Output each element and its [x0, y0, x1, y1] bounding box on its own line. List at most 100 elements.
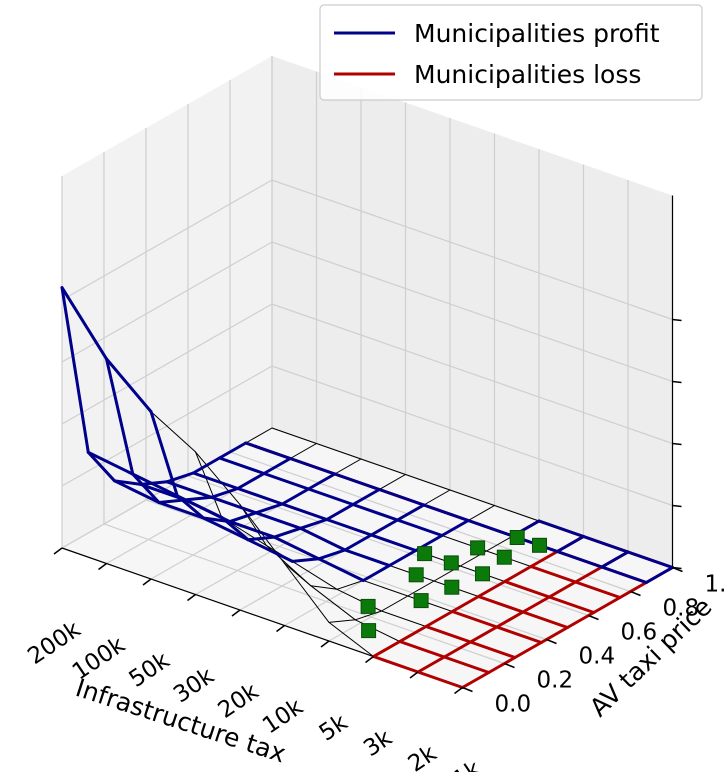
profit-wire-segment: [105, 357, 135, 476]
loss-wire-segment: [424, 610, 454, 628]
profit-wire-segment: [165, 480, 213, 499]
loss-wire-segment: [566, 611, 596, 629]
profit-wire-segment: [317, 557, 365, 582]
loss-wire-segment: [618, 581, 648, 599]
profit-wire-segment: [236, 487, 284, 506]
marker: [413, 593, 429, 609]
marker: [408, 567, 424, 583]
y-tick-label: 1.0: [705, 572, 728, 598]
profit-wire-segment: [244, 441, 292, 460]
profit-wire-segment: [333, 472, 381, 491]
surface-mesh-line: [245, 427, 273, 444]
surface-mesh-line: [486, 535, 514, 552]
z-tick-mark: [672, 380, 682, 384]
loss-wire-segment: [469, 640, 517, 659]
y-tick-mark: [546, 638, 557, 645]
surface-mesh-line: [328, 621, 374, 657]
legend: Municipalities profit Municipalities los…: [319, 4, 703, 101]
profit-wire-segment: [307, 472, 337, 491]
profit-wire-segment: [191, 456, 221, 475]
y-tick-label: 0.2: [537, 668, 574, 694]
x-tick-label: 50k: [125, 647, 175, 693]
profit-wire-segment: [317, 548, 347, 561]
x-tick-label: 30k: [169, 663, 219, 709]
loss-wire-segment: [477, 595, 525, 614]
x-tick-mark: [276, 624, 285, 633]
z-tick-mark: [672, 442, 682, 446]
legend-label-loss: Municipalities loss: [414, 60, 641, 89]
surface-mesh-line: [310, 585, 338, 590]
profit-wire-segment: [60, 286, 90, 454]
loss-wire-segment: [495, 625, 543, 644]
loss-wire-segment: [398, 640, 446, 659]
surface-mesh-line: [360, 458, 406, 475]
legend-label-profit: Municipalities profit: [414, 19, 660, 48]
surface-mesh-line: [316, 443, 362, 460]
loss-wire-segment: [503, 565, 533, 583]
loss-wire-segment: [424, 625, 472, 644]
surface-mesh-line: [467, 505, 495, 521]
loss-wire-segment: [574, 565, 604, 584]
profit-wire-segment: [228, 511, 258, 524]
marker: [443, 555, 459, 571]
loss-wire-segment: [372, 655, 420, 674]
profit-wire-segment: [113, 479, 161, 504]
surface-mesh-line: [310, 585, 356, 621]
profit-wire-segment: [272, 535, 321, 561]
y-tick-mark: [462, 686, 473, 693]
loss-wire-segment: [416, 670, 464, 689]
profit-wire-segment: [191, 471, 240, 490]
profit-wire-segment: [228, 520, 276, 539]
profit-wire-segment: [183, 495, 213, 502]
profit-wire-segment: [288, 457, 337, 476]
loss-wire-segment: [521, 595, 551, 614]
profit-wire-segment: [343, 533, 373, 552]
surface-mesh-line: [381, 610, 427, 627]
surface-mesh-line: [271, 427, 317, 444]
x-tick-mark: [409, 671, 419, 679]
profit-wire-segment: [210, 487, 240, 499]
profit-wire-segment: [422, 503, 470, 522]
loss-wire-segment: [398, 625, 428, 643]
marker: [417, 546, 433, 562]
surface-mesh-line: [292, 560, 338, 590]
y-tick-label: 0.4: [579, 644, 616, 670]
profit-wire-segment: [280, 487, 310, 506]
x-tick-label: 3k: [359, 725, 397, 763]
surface-mesh-line: [195, 451, 223, 518]
surface-mesh-line: [381, 595, 409, 612]
profit-wire-segment: [299, 526, 347, 552]
profit-wire-segment: [466, 519, 515, 538]
profit-wire-segment: [131, 472, 161, 504]
loss-wire-segment: [450, 610, 499, 629]
profit-wire-segment: [202, 516, 250, 542]
x-tick-mark: [53, 547, 63, 555]
profit-wire-segment: [272, 526, 302, 539]
loss-wire-segment: [442, 640, 472, 659]
profit-wire-segment: [149, 410, 179, 498]
marker: [532, 537, 547, 553]
loss-wire-segment: [469, 625, 499, 644]
profit-wire-segment: [218, 441, 248, 460]
loss-wire-segment: [547, 595, 596, 614]
gridline-z: [61, 241, 673, 383]
profit-wire-segment: [626, 550, 674, 569]
x-tick-mark: [231, 609, 241, 617]
surface-mesh-line: [334, 458, 362, 475]
profit-wire-segment: [280, 502, 329, 521]
profit-wire-segment: [644, 566, 674, 584]
x-tick-label: 20k: [214, 678, 264, 724]
loss-wire-segment: [503, 580, 551, 599]
marker: [360, 598, 376, 614]
marker: [361, 623, 377, 639]
profit-wire-segment: [307, 487, 355, 506]
profit-wire-segment: [105, 357, 153, 414]
x-tick-mark: [142, 578, 152, 586]
loss-wire-segment: [487, 656, 517, 674]
profit-wire-segment: [246, 538, 294, 563]
y-tick-label: 0.0: [495, 692, 532, 718]
profit-wire-segment: [86, 450, 116, 483]
loss-wire-segment: [372, 640, 402, 658]
loss-wire-segment: [477, 580, 507, 598]
profit-wire-segment: [60, 286, 108, 361]
